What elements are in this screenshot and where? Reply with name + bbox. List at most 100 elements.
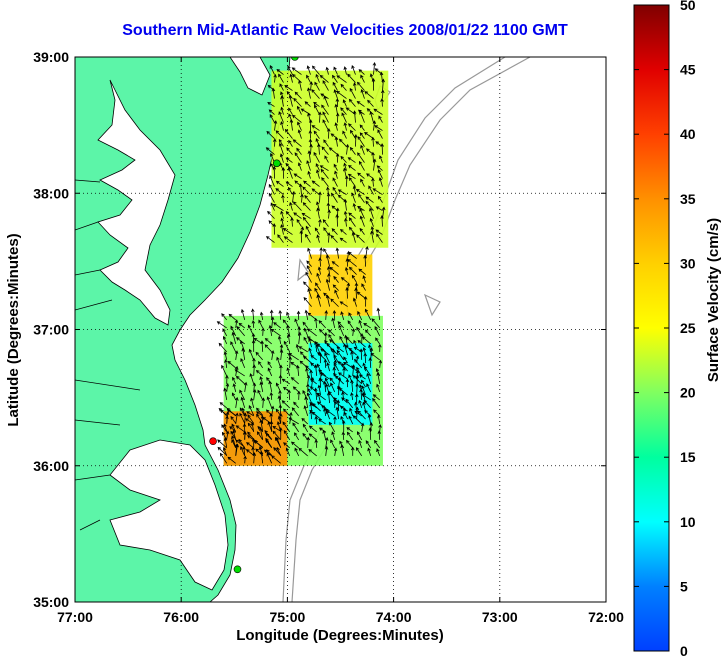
velocity-arrow <box>250 397 255 408</box>
velocity-arrow <box>358 374 366 380</box>
velocity-arrow <box>318 352 323 364</box>
velocity-arrow <box>340 444 345 456</box>
velocity-arrow <box>347 173 356 179</box>
velocity-arrow <box>357 136 365 147</box>
velocity-arrow <box>305 271 312 283</box>
colorbar-label: Surface Velocity (cm/s) <box>705 218 722 382</box>
velocity-arrow <box>358 399 363 409</box>
velocity-arrow <box>292 201 302 211</box>
velocity-arrow <box>332 74 338 83</box>
x-tick-label: 76:00 <box>163 609 199 625</box>
velocity-arrow <box>355 355 360 364</box>
velocity-arrow <box>367 99 374 107</box>
velocity-arrow <box>248 405 255 416</box>
velocity-arrow <box>343 411 348 420</box>
velocity-arrow <box>311 180 320 187</box>
velocity-arrow <box>334 136 339 147</box>
velocity-arrow <box>331 261 339 267</box>
velocity-arrow <box>322 80 329 91</box>
velocity-arrow <box>293 212 302 219</box>
velocity-arrow <box>380 143 384 155</box>
velocity-arrow <box>284 128 293 139</box>
velocity-arrow <box>333 447 338 456</box>
velocity-arrow <box>375 229 383 235</box>
velocity-arrow <box>306 374 311 384</box>
velocity-arrow <box>221 424 228 433</box>
y-axis-label: Latitude (Degrees:Minutes) <box>5 233 22 426</box>
velocity-arrow <box>293 401 300 409</box>
velocity-arrow <box>378 359 383 368</box>
velocity-arrow <box>285 181 293 187</box>
velocity-arrow <box>339 237 347 243</box>
velocity-arrow <box>315 73 320 83</box>
velocity-arrow <box>341 397 348 404</box>
velocity-arrow <box>293 173 302 179</box>
velocity-arrow <box>368 357 373 368</box>
velocity-arrow <box>294 447 300 457</box>
velocity-arrow <box>376 165 383 171</box>
velocity-arrow <box>357 205 365 211</box>
velocity-arrow <box>374 439 381 449</box>
velocity-arrow <box>268 380 273 392</box>
velocity-arrow <box>234 319 239 328</box>
velocity-arrow <box>335 213 339 227</box>
velocity-arrow <box>345 107 356 115</box>
velocity-arrow <box>279 83 284 91</box>
velocity-arrow <box>369 217 374 227</box>
velocity-arrow <box>267 361 273 369</box>
velocity-arrow <box>225 382 230 392</box>
velocity-arrow <box>369 111 374 123</box>
velocity-arrow <box>316 401 326 409</box>
velocity-arrow <box>372 120 377 131</box>
velocity-arrow <box>298 346 308 353</box>
velocity-arrow <box>334 122 338 131</box>
velocity-arrow <box>376 383 381 393</box>
velocity-arrow <box>316 363 321 372</box>
velocity-arrow <box>291 190 296 203</box>
velocity-arrow <box>247 414 255 424</box>
velocity-arrow <box>327 209 331 219</box>
velocity-arrow <box>306 265 312 275</box>
velocity-arrow <box>314 341 321 348</box>
velocity-arrow <box>298 79 302 91</box>
velocity-arrow <box>349 87 356 99</box>
x-axis: 77:00 76:00 75:00 74:00 73:00 72:00 <box>57 57 624 625</box>
velocity-arrow <box>358 193 365 203</box>
velocity-arrow <box>288 107 293 115</box>
velocity-arrow <box>339 335 345 345</box>
velocity-arrow <box>300 193 304 203</box>
velocity-arrow <box>259 419 264 432</box>
velocity-arrow <box>306 65 311 75</box>
colorbar-tick-label: 50 <box>680 0 696 13</box>
velocity-arrow <box>366 173 374 179</box>
velocity-arrow <box>291 67 302 75</box>
velocity-arrow <box>334 103 338 115</box>
velocity-arrow <box>359 348 363 360</box>
velocity-arrow <box>350 350 354 360</box>
velocity-arrow <box>306 436 310 448</box>
velocity-arrow <box>330 348 339 356</box>
velocity-arrow <box>325 278 330 291</box>
velocity-arrow <box>363 254 367 267</box>
chart-title: Southern Mid-Atlantic Raw Velocities 200… <box>122 22 568 39</box>
velocity-arrow <box>275 436 282 448</box>
velocity-arrow <box>275 382 282 393</box>
velocity-arrow <box>327 391 331 404</box>
velocity-arrow <box>309 81 313 91</box>
velocity-arrow <box>234 369 245 377</box>
velocity-arrow <box>367 413 372 424</box>
velocity-arrow <box>231 392 237 401</box>
velocity-arrow <box>369 73 374 83</box>
velocity-arrow <box>269 65 275 75</box>
velocity-arrow <box>308 337 312 348</box>
velocity-arrow <box>243 455 247 464</box>
velocity-arrow <box>348 347 357 356</box>
velocity-arrow <box>308 425 317 433</box>
velocity-arrow <box>338 138 347 147</box>
velocity-arrow <box>323 358 328 368</box>
velocity-arrow <box>313 130 320 139</box>
velocity-arrow <box>323 380 327 392</box>
velocity-arrow <box>309 369 313 380</box>
velocity-arrow <box>326 362 330 372</box>
velocity-arrow <box>340 277 348 283</box>
